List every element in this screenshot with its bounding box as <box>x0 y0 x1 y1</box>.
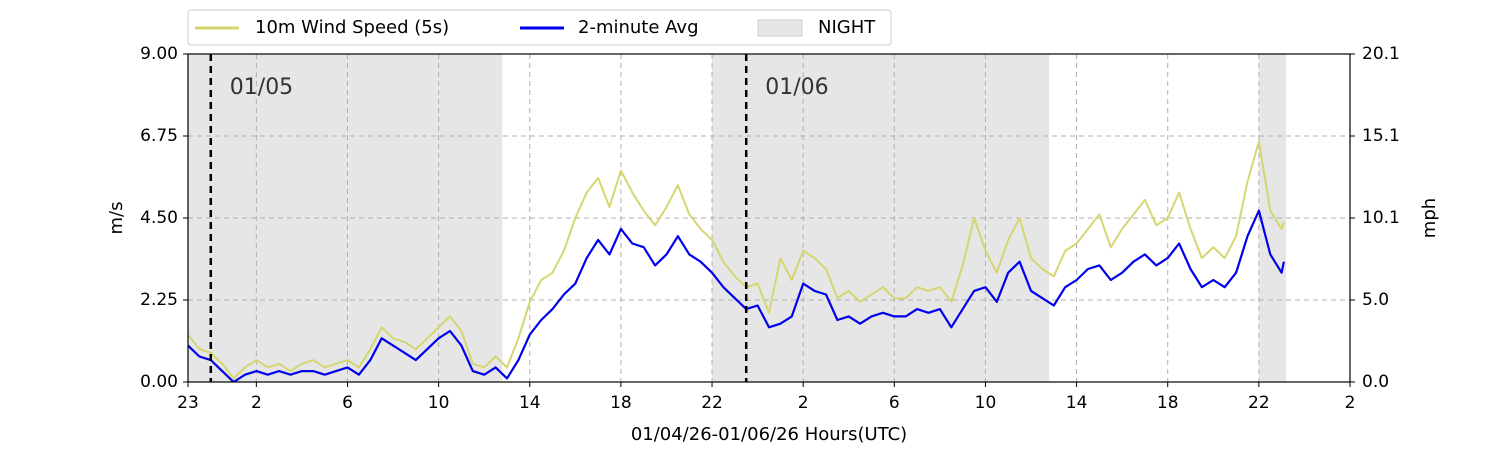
x-tick-label-12: 22 <box>1248 393 1270 413</box>
y-tick-label-left-1: 2.25 <box>140 290 178 310</box>
day-marker-label-1: 01/06 <box>765 75 828 100</box>
x-tick-label-8: 6 <box>889 393 900 413</box>
x-tick-label-4: 14 <box>519 393 541 413</box>
x-tick-label-2: 6 <box>342 393 353 413</box>
legend-swatch-night <box>757 19 803 37</box>
y-tick-label-right-0: 0.0 <box>1362 372 1389 392</box>
x-tick-label-9: 10 <box>975 393 997 413</box>
y-axis-label-right: mph <box>1419 198 1440 238</box>
legend: 10m Wind Speed (5s) 2-minute Avg NIGHT <box>187 9 892 46</box>
y-axis-label-left: m/s <box>106 202 127 235</box>
x-axis-label: 01/04/26-01/06/26 Hours(UTC) <box>631 424 907 445</box>
y-tick-label-right-3: 15.1 <box>1362 126 1400 146</box>
y-tick-label-left-2: 4.50 <box>140 208 178 228</box>
x-tick-label-10: 14 <box>1066 393 1088 413</box>
x-tick-label-13: 2 <box>1345 393 1356 413</box>
legend-label-2min-avg: 2-minute Avg <box>578 17 699 38</box>
series-line-2min-avg <box>188 209 1285 382</box>
y-tick-label-left-0: 0.00 <box>140 372 178 392</box>
x-tick-label-5: 18 <box>610 393 632 413</box>
x-tick-label-11: 18 <box>1157 393 1179 413</box>
x-tick-label-7: 2 <box>798 393 809 413</box>
x-tick-label-6: 22 <box>701 393 723 413</box>
x-tick-label-3: 10 <box>428 393 450 413</box>
y-tick-label-left-4: 9.00 <box>140 44 178 64</box>
y-tick-label-right-4: 20.1 <box>1362 44 1400 64</box>
y-tick-label-right-1: 5.0 <box>1362 290 1389 310</box>
axis-layer: 23 2 6 10 14 18 22 2 6 10 14 18 22 20.00 0.02.25 5.04.5… <box>140 44 1400 413</box>
day-marker-label-0: 01/05 <box>230 75 293 100</box>
grid-layer <box>188 54 1350 382</box>
x-tick-label-0: 23 <box>177 393 199 413</box>
series-line-wind-speed-5s <box>188 140 1285 380</box>
legend-label-night: NIGHT <box>818 17 876 38</box>
day-marker-layer: 01/05 01/06 <box>209 54 829 382</box>
y-tick-label-left-3: 6.75 <box>140 126 178 146</box>
legend-label-wind-speed: 10m Wind Speed (5s) <box>255 17 449 38</box>
series-layer <box>188 140 1285 382</box>
x-tick-label-1: 2 <box>251 393 262 413</box>
y-tick-label-right-2: 10.1 <box>1362 208 1400 228</box>
